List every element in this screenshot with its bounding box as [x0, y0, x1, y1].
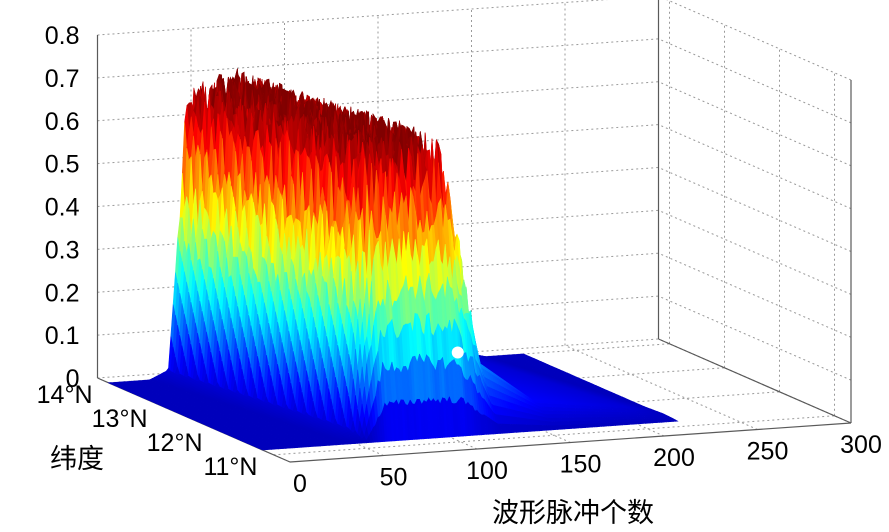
grid-line	[658, 81, 852, 167]
grid-line	[658, 124, 852, 210]
grid-line	[658, 167, 852, 252]
axis-line-x	[289, 422, 852, 463]
grid-line	[97, 81, 659, 122]
axis-line-y-far	[658, 338, 852, 424]
grid-line	[658, 209, 852, 295]
grid-line	[273, 415, 835, 456]
grid-line	[658, 252, 852, 338]
grid-line	[666, 0, 852, 81]
surface-plot	[107, 68, 679, 451]
grid-line	[658, 38, 852, 124]
grid-line	[97, 0, 609, 36]
grid-line	[658, 295, 852, 381]
grid-line	[564, 345, 758, 430]
